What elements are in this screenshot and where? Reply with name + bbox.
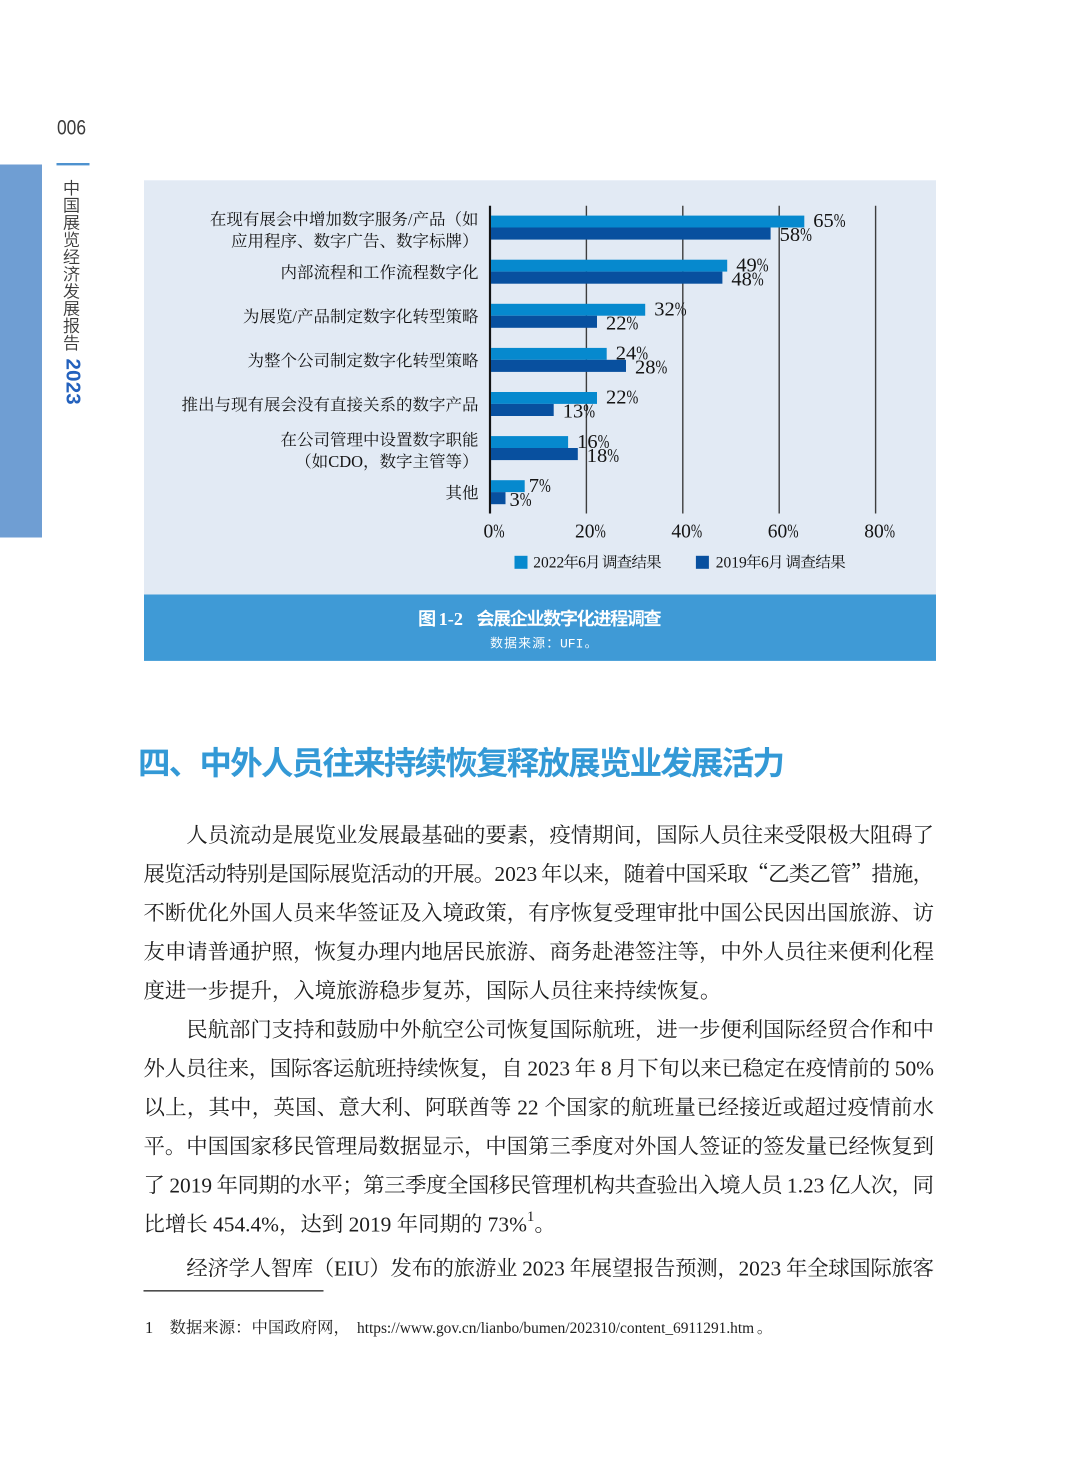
- svg-text:2023: 2023: [494, 862, 537, 886]
- svg-text:2023: 2023: [62, 359, 85, 405]
- svg-text:60: 60: [768, 522, 788, 543]
- svg-text:2019: 2019: [716, 555, 747, 572]
- svg-text:2019: 2019: [349, 1212, 392, 1236]
- svg-text:%: %: [627, 387, 639, 409]
- svg-text:20: 20: [575, 522, 595, 543]
- svg-text:28: 28: [635, 357, 656, 379]
- svg-text:%: %: [520, 489, 532, 511]
- svg-text:2023: 2023: [738, 1257, 781, 1281]
- svg-text:7: 7: [529, 475, 539, 497]
- svg-text:%: %: [675, 298, 687, 320]
- svg-text:%: %: [595, 522, 606, 543]
- svg-text:22: 22: [606, 313, 627, 335]
- svg-text:1: 1: [145, 1318, 153, 1337]
- svg-text:2019: 2019: [169, 1173, 212, 1197]
- svg-text:/: /: [292, 307, 297, 326]
- svg-text:58: 58: [780, 224, 801, 246]
- svg-text:2022: 2022: [533, 555, 564, 572]
- svg-text:32: 32: [654, 298, 675, 320]
- svg-text:EIU: EIU: [334, 1257, 370, 1281]
- svg-text:50%: 50%: [895, 1057, 934, 1081]
- svg-text:2023: 2023: [527, 1057, 570, 1081]
- svg-text:0: 0: [484, 522, 494, 543]
- svg-text:%: %: [636, 343, 648, 365]
- svg-text:%: %: [800, 224, 812, 246]
- svg-text:https://www.gov.cn/lianbo/bume: https://www.gov.cn/lianbo/bumen/202310/c…: [357, 1320, 754, 1337]
- svg-text:%: %: [691, 522, 702, 543]
- svg-text:%: %: [598, 431, 610, 453]
- svg-text:48: 48: [731, 268, 752, 290]
- svg-text:%: %: [607, 445, 619, 467]
- svg-text:8: 8: [601, 1057, 612, 1081]
- svg-text:%: %: [757, 254, 769, 276]
- svg-text:1: 1: [527, 1209, 534, 1225]
- svg-text:454.4%: 454.4%: [213, 1212, 279, 1236]
- svg-text:%: %: [539, 475, 551, 497]
- svg-text:6: 6: [578, 555, 586, 572]
- svg-text:22: 22: [517, 1096, 538, 1120]
- svg-text:2023: 2023: [522, 1257, 565, 1281]
- svg-text:%: %: [583, 401, 595, 423]
- svg-text:%: %: [884, 522, 895, 543]
- svg-text:UFI: UFI: [560, 637, 583, 652]
- svg-text:1-2: 1-2: [439, 609, 463, 629]
- svg-text:6: 6: [761, 555, 769, 572]
- svg-text:%: %: [787, 522, 798, 543]
- svg-text:22: 22: [606, 387, 627, 409]
- svg-text:CDO: CDO: [328, 452, 363, 471]
- svg-text:40: 40: [671, 522, 691, 543]
- svg-text:%: %: [752, 268, 764, 290]
- svg-text:1.23: 1.23: [787, 1173, 824, 1197]
- svg-text:73%: 73%: [488, 1212, 527, 1236]
- svg-text:13: 13: [563, 401, 584, 423]
- svg-text:80: 80: [864, 522, 884, 543]
- svg-text:49: 49: [736, 254, 757, 276]
- svg-text:006: 006: [57, 117, 86, 140]
- svg-text:24: 24: [616, 343, 637, 365]
- svg-text:%: %: [627, 313, 639, 335]
- svg-text:/: /: [408, 210, 413, 229]
- svg-text:%: %: [656, 357, 668, 379]
- svg-text:16: 16: [577, 431, 598, 453]
- svg-text:%: %: [834, 210, 846, 232]
- svg-text:3: 3: [510, 489, 520, 511]
- svg-text:65: 65: [813, 210, 834, 232]
- svg-text:%: %: [493, 522, 504, 543]
- svg-text:18: 18: [587, 445, 608, 467]
